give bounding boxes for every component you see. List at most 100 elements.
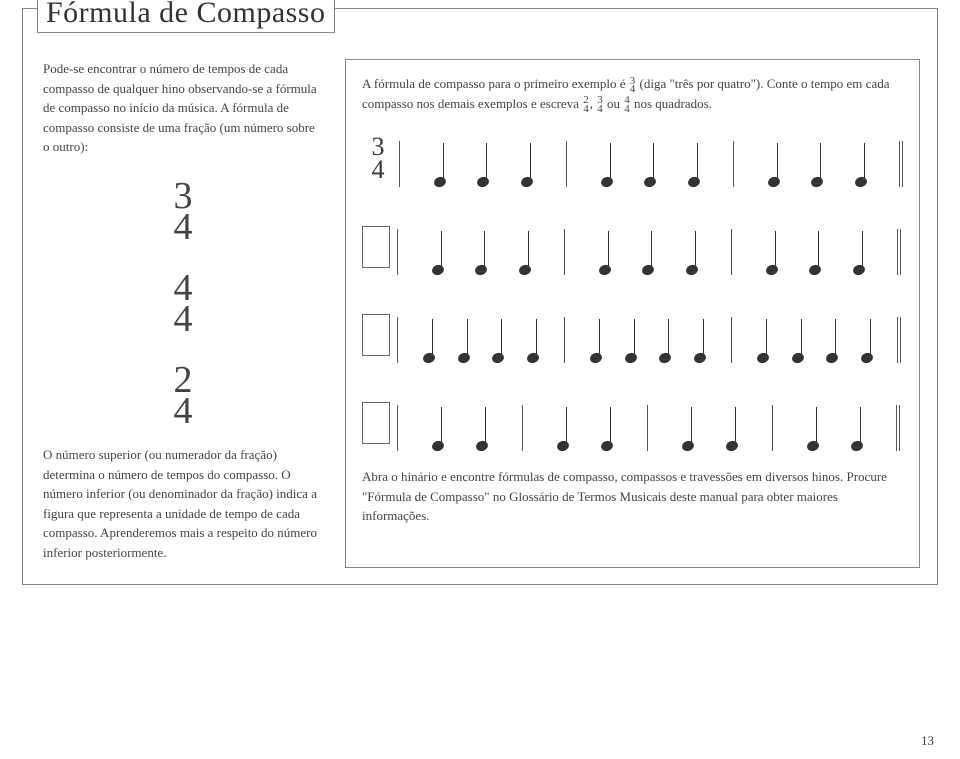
quarter-note: [598, 231, 612, 275]
quarter-note: [850, 407, 864, 451]
inline-fraction: 34: [630, 77, 636, 94]
measure: [566, 229, 730, 275]
measure: [401, 141, 565, 187]
quarter-note: [457, 319, 471, 363]
quarter-note: [687, 143, 701, 187]
right-paragraph-1: A fórmula de compasso para o primeiro ex…: [362, 74, 903, 113]
quarter-note: [808, 231, 822, 275]
quarter-note: [520, 143, 534, 187]
barline: [899, 405, 900, 451]
barline: [897, 317, 898, 363]
title-box: Fórmula de Compasso: [37, 0, 335, 33]
barline: [900, 317, 901, 363]
measure: [524, 405, 646, 451]
time-signature-list: 34 44 24: [43, 181, 323, 428]
barline: [900, 229, 901, 275]
barline: [899, 141, 900, 187]
page-number: 13: [921, 733, 934, 749]
quarter-note: [641, 231, 655, 275]
quarter-note: [767, 143, 781, 187]
right-paragraph-2: Abra o hinário e encontre fórmulas de co…: [362, 467, 903, 526]
barline: [522, 405, 523, 451]
quarter-note: [600, 407, 614, 451]
measure: [566, 317, 730, 363]
measure: [649, 405, 771, 451]
content-columns: Pode-se encontrar o número de tempos de …: [43, 59, 917, 568]
measure: [399, 405, 521, 451]
inline-fraction: 34: [597, 96, 603, 113]
time-signature-input-box[interactable]: [362, 402, 390, 444]
barline: [566, 141, 567, 187]
intro-paragraph-1: Pode-se encontrar o número de tempos de …: [43, 59, 323, 157]
measure: [399, 317, 563, 363]
barline: [647, 405, 648, 451]
text-fragment: ou: [604, 96, 624, 111]
notation-line: 34: [362, 131, 903, 187]
quarter-note: [681, 407, 695, 451]
quarter-note: [433, 143, 447, 187]
notation-line: [362, 219, 903, 275]
time-signature: 24: [174, 365, 193, 427]
time-signature-input-box[interactable]: [362, 226, 390, 268]
time-signature: 44: [174, 273, 193, 335]
measure: [568, 141, 732, 187]
quarter-note: [810, 143, 824, 187]
measure: [733, 317, 897, 363]
quarter-note: [556, 407, 570, 451]
lesson-card: Fórmula de Compasso Pode-se encontrar o …: [22, 8, 938, 585]
quarter-note: [431, 231, 445, 275]
barline: [772, 405, 773, 451]
double-barline: [897, 317, 901, 363]
quarter-note: [422, 319, 436, 363]
quarter-note: [693, 319, 707, 363]
measure: [774, 405, 896, 451]
line-time-signature: 34: [362, 136, 394, 182]
quarter-note: [860, 319, 874, 363]
double-barline: [899, 141, 903, 187]
inline-fraction: 24: [583, 96, 589, 113]
quarter-note: [685, 231, 699, 275]
barline: [902, 141, 903, 187]
left-column: Pode-se encontrar o número de tempos de …: [43, 59, 323, 568]
barline: [897, 229, 898, 275]
time-signature-input-box[interactable]: [362, 314, 390, 356]
quarter-note: [526, 319, 540, 363]
barline: [731, 317, 732, 363]
inline-fraction: 44: [624, 96, 630, 113]
quarter-note: [854, 143, 868, 187]
notation-line: [362, 307, 903, 363]
double-barline: [897, 229, 901, 275]
double-barline: [896, 405, 900, 451]
barline: [397, 229, 398, 275]
barline: [564, 229, 565, 275]
quarter-note: [756, 319, 770, 363]
quarter-note: [825, 319, 839, 363]
quarter-note: [475, 407, 489, 451]
text-fragment: nos quadrados.: [631, 96, 712, 111]
barline: [397, 405, 398, 451]
quarter-note: [725, 407, 739, 451]
notation-line: [362, 395, 903, 451]
quarter-note: [518, 231, 532, 275]
quarter-note: [791, 319, 805, 363]
notation-lines: 34: [362, 131, 903, 451]
barline: [397, 317, 398, 363]
quarter-note: [658, 319, 672, 363]
barline: [399, 141, 400, 187]
quarter-note: [491, 319, 505, 363]
page-title: Fórmula de Compasso: [46, 0, 326, 30]
text-fragment: A fórmula de compasso para o primeiro ex…: [362, 76, 629, 91]
intro-paragraph-2: O número superior (ou numerador da fraçã…: [43, 445, 323, 562]
barline: [896, 405, 897, 451]
time-signature: 34: [174, 181, 193, 243]
barline: [733, 141, 734, 187]
right-panel: A fórmula de compasso para o primeiro ex…: [345, 59, 920, 568]
quarter-note: [474, 231, 488, 275]
measure: [735, 141, 899, 187]
quarter-note: [624, 319, 638, 363]
quarter-note: [765, 231, 779, 275]
quarter-note: [600, 143, 614, 187]
text-fragment: ,: [590, 96, 597, 111]
quarter-note: [806, 407, 820, 451]
measure: [733, 229, 897, 275]
